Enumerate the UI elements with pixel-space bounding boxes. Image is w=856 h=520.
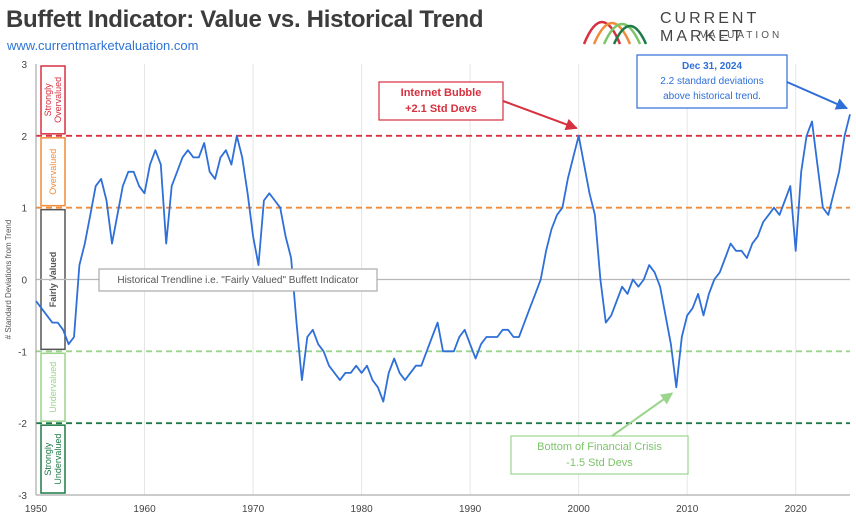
zone-box xyxy=(40,137,66,207)
zone-label: Undervalued xyxy=(53,434,63,485)
annotation-latest-text: 2.2 standard deviations xyxy=(660,76,763,87)
zone-box xyxy=(40,352,66,422)
annotation-crisis-text: -1.5 Std Devs xyxy=(566,457,633,469)
annotation-latest-arrow xyxy=(786,81,849,110)
series-line xyxy=(35,114,851,403)
y-tick-label: -2 xyxy=(18,419,27,430)
y-tick-label: 1 xyxy=(21,204,27,215)
x-tick-label: 1990 xyxy=(459,504,482,515)
zone-label: Overvalued xyxy=(53,77,63,123)
annotation-bubble-text: +2.1 Std Devs xyxy=(405,103,477,115)
annotation-crisis-arrow xyxy=(611,392,674,437)
y-tick-label: -3 xyxy=(18,491,27,502)
chart-title: Buffett Indicator: Value vs. Historical … xyxy=(6,6,484,33)
zone-label: Strongly xyxy=(43,83,53,117)
annotation-trendline-box xyxy=(98,268,378,292)
zone-label: Undervalued xyxy=(48,362,58,413)
x-tick-label: 2020 xyxy=(785,504,808,515)
logo-waves-icon xyxy=(582,21,648,45)
y-tick-label: -1 xyxy=(18,347,27,358)
x-tick-label: 1950 xyxy=(25,504,48,515)
logo-text-line2: VALUATION xyxy=(700,30,783,41)
logo-text-line1: CURRENT MARKET xyxy=(660,10,759,45)
x-tick-label: 1960 xyxy=(133,504,156,515)
annotation-latest-text: Dec 31, 2024 xyxy=(682,61,742,72)
zone-box xyxy=(40,424,66,494)
annotation-trendline-text: Historical Trendline i.e. "Fairly Valued… xyxy=(117,275,359,286)
annotation-bubble-text: Internet Bubble xyxy=(401,87,482,99)
zone-label: Overvalued xyxy=(48,149,58,195)
brand-logo: CURRENT MARKET VALUATION xyxy=(580,4,850,50)
annotation-latest-box xyxy=(636,54,788,109)
y-tick-label: 0 xyxy=(21,276,27,287)
website-url[interactable]: www.currentmarketvaluation.com xyxy=(7,38,199,53)
annotation-crisis-box xyxy=(510,435,689,475)
x-tick-label: 1980 xyxy=(350,504,373,515)
annotation-crisis-text: Bottom of Financial Crisis xyxy=(537,441,662,453)
x-tick-label: 2010 xyxy=(676,504,699,515)
annotation-latest-text: above historical trend. xyxy=(663,91,761,102)
zone-box xyxy=(40,65,66,135)
x-tick-label: 2000 xyxy=(568,504,591,515)
y-axis-title: # Standard Deviations from Trend xyxy=(4,220,13,340)
zone-label: Strongly xyxy=(43,442,53,476)
y-tick-label: 3 xyxy=(21,60,27,71)
annotation-bubble-arrow xyxy=(502,100,578,131)
x-tick-label: 1970 xyxy=(242,504,265,515)
y-tick-label: 2 xyxy=(21,132,27,143)
